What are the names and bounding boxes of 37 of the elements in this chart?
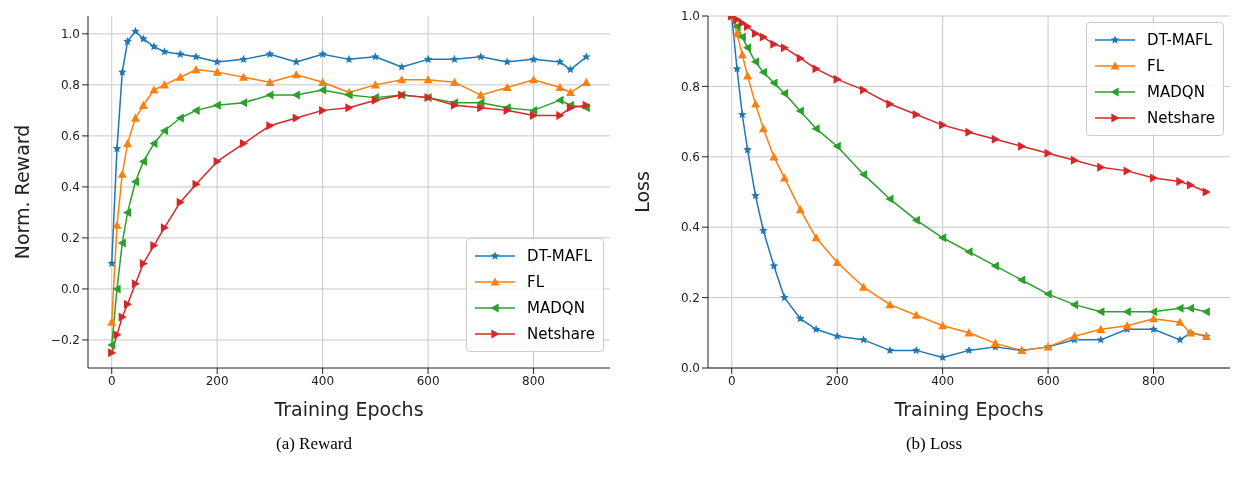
legend-label: Netshare (1147, 109, 1215, 127)
y-axis-title: Loss (630, 171, 653, 213)
x-tick-label: 400 (311, 373, 335, 388)
x-tick-label: 0 (107, 373, 116, 388)
text: (b) Loss (904, 434, 964, 454)
x-axis-title: Training Epochs (273, 398, 424, 420)
x-tick-label: 200 (205, 373, 229, 388)
y-tick-label: 0.6 (60, 129, 80, 144)
x-tick-label: 200 (825, 373, 849, 388)
y-tick-label: 0.2 (60, 231, 80, 246)
x-tick-label: 600 (416, 373, 440, 388)
y-tick-label: 1.0 (60, 27, 80, 42)
x-tick-label: 800 (522, 373, 545, 388)
legend-label: Netshare (527, 325, 595, 343)
y-tick-label: 0.2 (680, 290, 700, 305)
y-tick-label: 0.4 (680, 220, 700, 235)
x-axis-title: Training Epochs (893, 398, 1044, 420)
y-tick-label: 0.0 (60, 282, 80, 297)
x-tick-label: 600 (1036, 373, 1060, 388)
y-tick-label: 0.4 (60, 180, 80, 195)
text: (a) Reward (275, 434, 353, 454)
y-tick-label: 0.0 (680, 361, 700, 376)
y-tick-label: 0.8 (680, 79, 700, 94)
y-tick-label: −0.2 (50, 333, 80, 348)
y-tick-label: 0.6 (680, 150, 700, 165)
legend-label: FL (1147, 57, 1165, 75)
y-tick-label: 0.8 (60, 78, 80, 93)
legend-label: FL (527, 273, 545, 291)
y-axis-title: Norm. Reward (10, 124, 33, 260)
x-tick-label: 400 (931, 373, 955, 388)
legend-label: DT-MAFL (527, 247, 593, 265)
y-tick-label: 1.0 (680, 9, 700, 24)
legend-label: MADQN (527, 299, 585, 317)
legend-label: DT-MAFL (1147, 31, 1213, 49)
x-tick-label: 800 (1142, 373, 1165, 388)
legend-label: MADQN (1147, 83, 1205, 101)
x-tick-label: 0 (727, 373, 736, 388)
